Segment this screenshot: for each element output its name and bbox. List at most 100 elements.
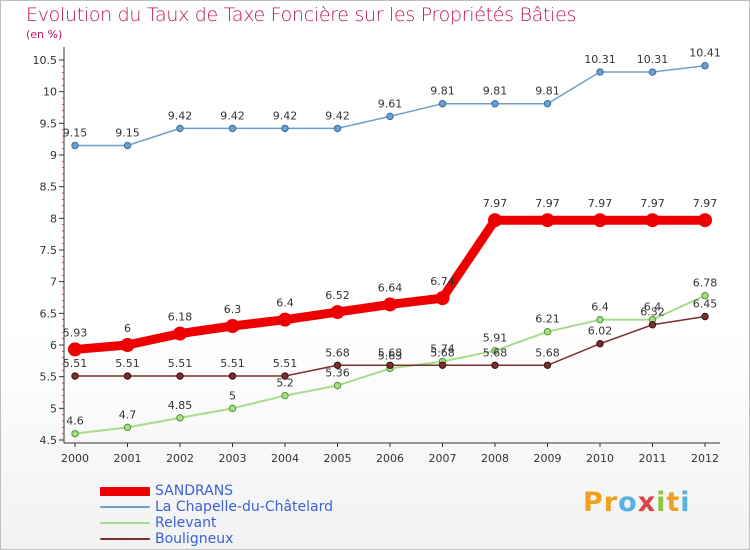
series-point: [701, 61, 709, 70]
legend-label: Bouligneux: [155, 531, 234, 547]
data-label: 9.15: [115, 127, 140, 140]
series-point: [120, 338, 135, 352]
series-point: [596, 340, 604, 348]
x-tick-label: 2007: [429, 452, 457, 465]
data-label: 5.93: [63, 326, 88, 339]
data-label: 9.81: [430, 85, 455, 98]
x-tick-label: 2008: [481, 452, 509, 465]
series-point: [71, 372, 79, 380]
y-tick-label: 5.5: [40, 371, 58, 384]
data-label: 5: [229, 389, 236, 402]
series-point: [701, 312, 709, 321]
data-label: 9.42: [168, 109, 193, 122]
legend-item: Bouligneux: [100, 531, 400, 547]
series-point: [228, 404, 237, 413]
data-label: 6.3: [224, 303, 242, 316]
series-point: [435, 291, 450, 306]
logo-letter: P: [583, 487, 604, 518]
data-label: 6.02: [588, 325, 613, 338]
x-tick-label: 2003: [219, 452, 247, 465]
legend-label: La Chapelle-du-Châtelard: [155, 499, 334, 515]
x-tick-label: 2009: [534, 452, 562, 465]
series-point: [333, 361, 342, 369]
data-label: 9.42: [273, 109, 298, 122]
series-point: [491, 347, 499, 355]
data-label: 6.21: [535, 313, 560, 326]
series-point: [281, 124, 289, 133]
legend: SANDRANS La Chapelle-du-Châtelard Relevant…: [100, 483, 400, 547]
series-point: [386, 361, 394, 369]
logo-letter: i: [680, 487, 691, 518]
chart-subtitle: (en %): [26, 28, 63, 41]
data-label: 10.31: [637, 53, 669, 66]
data-label: 5.68: [430, 346, 455, 359]
data-label: 5.51: [63, 357, 88, 370]
series-point: [488, 213, 502, 228]
series-point: [648, 321, 657, 329]
x-tick-label: 2012: [691, 452, 719, 465]
series-point: [491, 100, 499, 108]
data-label: 7.97: [535, 197, 560, 210]
data-label: 9.15: [63, 127, 88, 140]
series-point: [491, 361, 499, 369]
series-point: [71, 429, 79, 438]
series-point: [593, 213, 607, 228]
data-label: 4.85: [168, 399, 193, 412]
series-point: [176, 124, 184, 133]
legend-swatch: [100, 538, 150, 540]
series-point: [330, 305, 345, 320]
series-point: [173, 326, 187, 341]
series-point: [123, 141, 132, 150]
data-label: 6.18: [168, 311, 193, 324]
legend-item: La Chapelle-du-Châtelard: [100, 499, 400, 515]
series-point: [596, 68, 604, 76]
legend-label: Relevant: [155, 515, 217, 531]
legend-label: SANDRANS: [155, 483, 234, 499]
legend-item: Relevant: [100, 515, 400, 531]
y-tick-label: 7: [50, 276, 57, 289]
proxiti-logo: Proxiti: [583, 487, 691, 518]
data-label: 6.45: [693, 298, 718, 311]
data-label: 7.97: [588, 197, 613, 210]
data-label: 6.4: [276, 297, 294, 310]
data-label: 7.97: [640, 197, 665, 210]
y-tick-label: 9: [50, 149, 57, 162]
series-point: [438, 100, 447, 108]
y-tick-label: 10: [43, 86, 57, 99]
logo-letter: o: [618, 487, 638, 518]
data-label: 4.7: [119, 408, 137, 421]
series-point: [386, 112, 394, 121]
data-label: 5.68: [325, 346, 350, 359]
series-point: [596, 315, 604, 324]
data-label: 6.74: [430, 275, 455, 288]
data-label: 9.42: [220, 109, 245, 122]
x-tick-label: 2002: [166, 452, 194, 465]
axes: 4.5 5 5.5 6 6.5 7 7.5 8 8.5 9 9.5 10 10.5 2000 2001 200…: [33, 47, 720, 465]
data-label: 9.81: [483, 85, 508, 98]
series-point: [333, 381, 342, 390]
logo-letter: x: [637, 487, 657, 518]
series-point: [645, 213, 660, 228]
series-point: [543, 328, 552, 336]
data-label: 6: [124, 322, 131, 335]
series-point: [278, 312, 292, 327]
data-label: 4.6: [66, 415, 84, 428]
series-point: [123, 423, 132, 432]
x-tick-label: 2004: [271, 452, 299, 465]
series-point: [281, 372, 289, 380]
data-label: 6.4: [644, 301, 662, 314]
series-point: [71, 141, 79, 150]
y-tick-label: 6: [50, 339, 57, 352]
data-label: 9.61: [378, 97, 403, 110]
data-label: 10.41: [689, 47, 721, 60]
series-point: [176, 414, 184, 422]
data-label: 6.64: [378, 281, 403, 294]
data-label: 5.91: [483, 332, 508, 345]
series-point: [701, 291, 709, 300]
data-label: 6.4: [591, 301, 609, 314]
series-point: [281, 391, 289, 400]
data-label: 5.51: [220, 357, 245, 370]
data-label: 9.42: [325, 109, 350, 122]
data-label: 6.32: [640, 306, 665, 319]
